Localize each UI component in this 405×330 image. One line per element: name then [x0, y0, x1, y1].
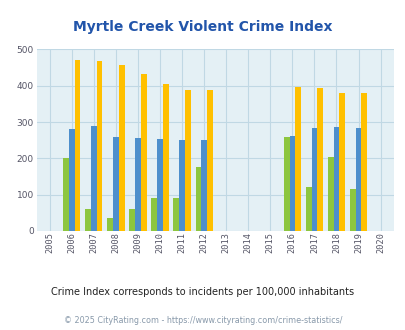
Bar [107, 218, 113, 231]
Bar [179, 140, 185, 231]
Bar [339, 93, 344, 231]
Bar [283, 137, 289, 231]
Bar [294, 86, 300, 231]
Bar [162, 83, 168, 231]
Bar [119, 65, 124, 231]
Bar [141, 74, 146, 231]
Bar [349, 189, 355, 231]
Bar [207, 90, 212, 231]
Bar [91, 126, 96, 231]
Bar [311, 128, 317, 231]
Bar [96, 61, 102, 231]
Bar [305, 187, 311, 231]
Bar [113, 137, 119, 231]
Text: Crime Index corresponds to incidents per 100,000 inhabitants: Crime Index corresponds to incidents per… [51, 287, 354, 297]
Text: © 2025 CityRating.com - https://www.cityrating.com/crime-statistics/: © 2025 CityRating.com - https://www.city… [64, 316, 341, 325]
Bar [195, 167, 201, 231]
Bar [69, 129, 75, 231]
Bar [327, 157, 333, 231]
Bar [201, 140, 207, 231]
Bar [185, 90, 190, 231]
Bar [173, 198, 179, 231]
Bar [75, 60, 80, 231]
Bar [360, 93, 366, 231]
Bar [129, 209, 135, 231]
Bar [151, 198, 157, 231]
Text: Myrtle Creek Violent Crime Index: Myrtle Creek Violent Crime Index [73, 20, 332, 34]
Bar [289, 136, 294, 231]
Bar [355, 128, 360, 231]
Bar [63, 158, 69, 231]
Bar [317, 88, 322, 231]
Bar [333, 127, 339, 231]
Bar [135, 138, 141, 231]
Bar [157, 139, 162, 231]
Bar [85, 209, 91, 231]
